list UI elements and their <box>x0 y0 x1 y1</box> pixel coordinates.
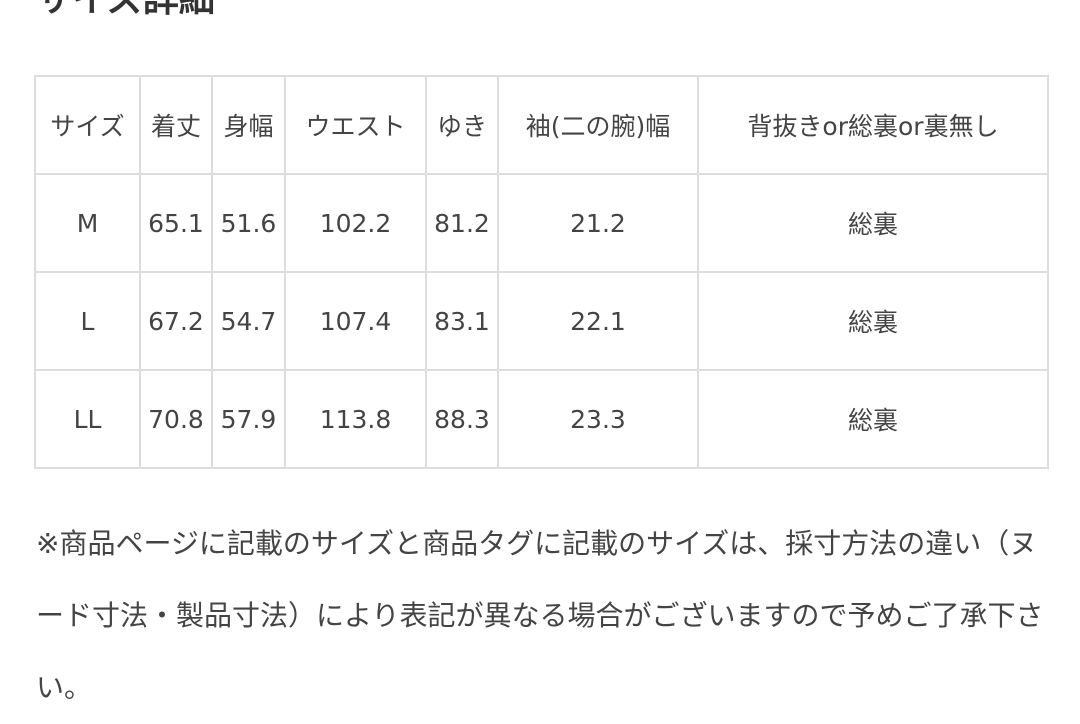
cell: 54.7 <box>211 271 286 371</box>
cell: 107.4 <box>284 271 427 371</box>
header-cell: 袖(二の腕)幅 <box>497 75 699 175</box>
cell: 57.9 <box>211 369 286 469</box>
cell: 65.1 <box>139 173 213 273</box>
header-cell: サイズ <box>34 75 141 175</box>
cell: 70.8 <box>139 369 213 469</box>
cell: L <box>34 271 141 371</box>
section-heading: サイズ詳細 <box>36 0 215 22</box>
cell: M <box>34 173 141 273</box>
header-cell: 着丈 <box>139 75 213 175</box>
cell: LL <box>34 369 141 469</box>
header-cell: ゆき <box>425 75 499 175</box>
cell: 102.2 <box>284 173 427 273</box>
cell: 総裏 <box>697 271 1049 371</box>
cell: 83.1 <box>425 271 499 371</box>
cell: 総裏 <box>697 369 1049 469</box>
header-cell: ウエスト <box>284 75 427 175</box>
cell: 67.2 <box>139 271 213 371</box>
header-cell: 身幅 <box>211 75 286 175</box>
cell: 88.3 <box>425 369 499 469</box>
table-row: M 65.1 51.6 102.2 81.2 21.2 総裏 <box>34 173 1049 273</box>
table-row: LL 70.8 57.9 113.8 88.3 23.3 総裏 <box>34 369 1049 469</box>
cell: 113.8 <box>284 369 427 469</box>
table-row: L 67.2 54.7 107.4 83.1 22.1 総裏 <box>34 271 1049 371</box>
cell: 総裏 <box>697 173 1049 273</box>
cell: 21.2 <box>497 173 699 273</box>
cell: 23.3 <box>497 369 699 469</box>
cell: 81.2 <box>425 173 499 273</box>
table-header-row: サイズ 着丈 身幅 ウエスト ゆき 袖(二の腕)幅 背抜きor総裏or裏無し <box>34 75 1049 175</box>
cell: 22.1 <box>497 271 699 371</box>
size-note: ※商品ページに記載のサイズと商品タグに記載のサイズは、採寸方法の違い（ヌード寸法… <box>36 527 1044 704</box>
size-table: サイズ 着丈 身幅 ウエスト ゆき 袖(二の腕)幅 背抜きor総裏or裏無し M… <box>34 75 1049 469</box>
cell: 51.6 <box>211 173 286 273</box>
header-cell: 背抜きor総裏or裏無し <box>697 75 1049 175</box>
